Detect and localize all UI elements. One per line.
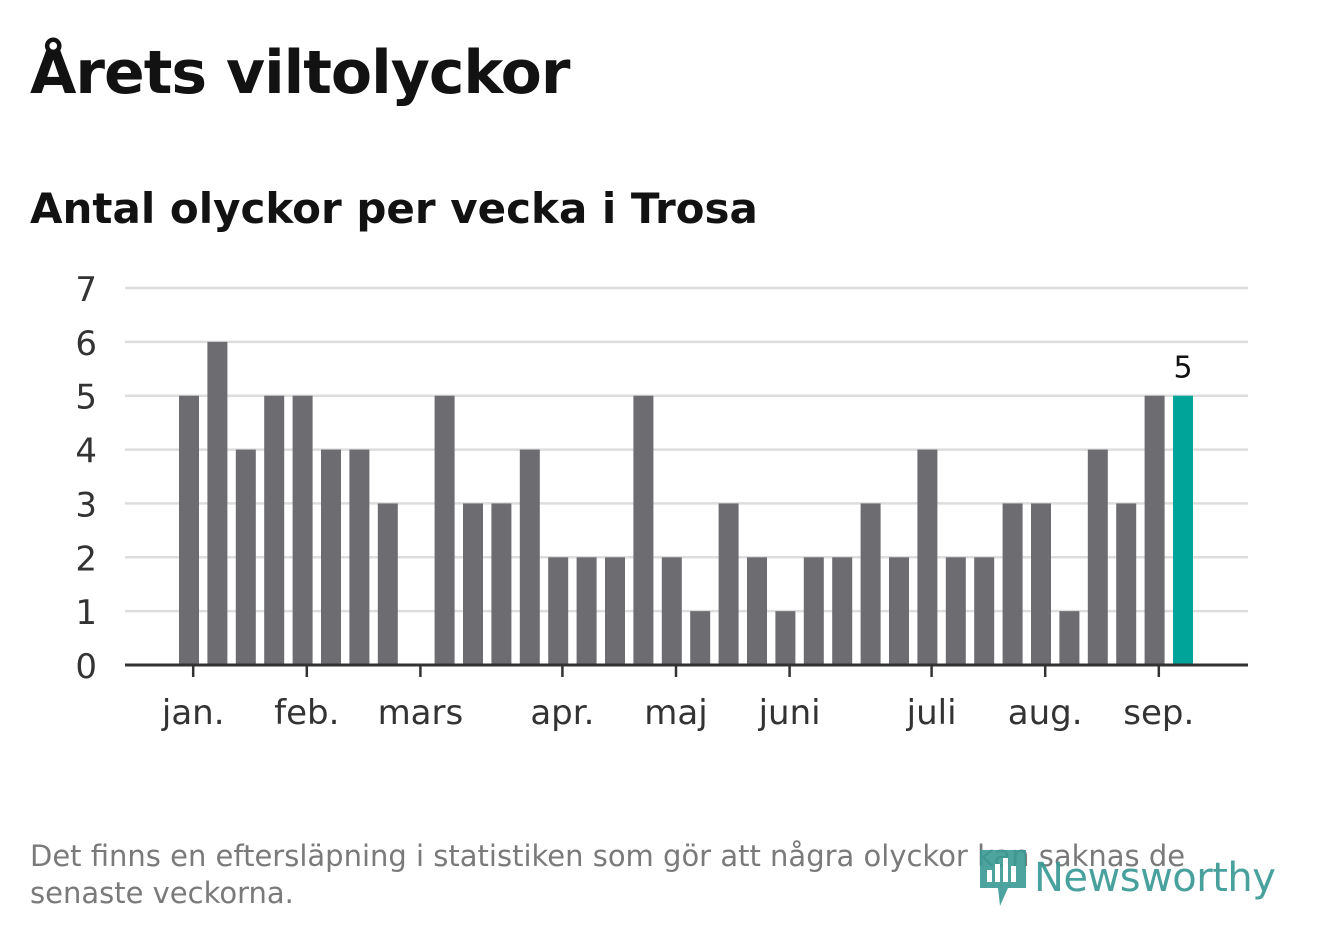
bar [463, 503, 483, 665]
data-label: 5 [1173, 351, 1192, 386]
y-tick-label: 1 [75, 593, 97, 633]
bar [1144, 395, 1165, 665]
x-tick-label: maj [644, 693, 707, 733]
y-tick-label: 4 [75, 432, 97, 472]
bar [1031, 503, 1051, 665]
bar [1116, 503, 1137, 665]
bar [292, 395, 313, 665]
bar [1002, 503, 1023, 665]
bar [747, 557, 767, 665]
bar [207, 341, 228, 665]
bar [889, 557, 909, 665]
bar [633, 395, 654, 665]
x-tick-label: sep. [1123, 693, 1194, 733]
bar [349, 449, 370, 665]
bar-highlight [1173, 395, 1193, 665]
bar-chart-icon [980, 850, 1026, 906]
x-axis [125, 663, 1248, 677]
chart-subtitle: Antal olyckor per vecka i Trosa [30, 184, 758, 233]
y-tick-label: 3 [75, 485, 97, 525]
x-tick-label: aug. [1008, 693, 1083, 733]
y-axis-labels: 0 1 2 3 4 5 6 7 [75, 270, 97, 687]
x-tick-label: jan. [161, 693, 225, 733]
bar [576, 557, 597, 665]
bar [1059, 611, 1080, 665]
bar [718, 503, 739, 665]
bar [803, 557, 824, 665]
bar-chart: 0 1 2 3 4 5 6 7 5 jan. feb. mars apr. maj juni juli au… [75, 270, 1248, 733]
bar [775, 611, 796, 665]
bar [434, 395, 455, 665]
bar [264, 395, 285, 665]
x-tick-label: apr. [530, 693, 594, 733]
bar [945, 557, 966, 665]
bar [661, 557, 682, 665]
x-tick-label: juni [758, 693, 821, 733]
bar [377, 503, 398, 665]
bar [860, 503, 881, 665]
bar [519, 449, 540, 665]
bar [491, 503, 512, 665]
bar [917, 449, 938, 665]
bar [548, 557, 569, 665]
brand-name: Newsworthy [1034, 855, 1276, 901]
x-axis-labels: jan. feb. mars apr. maj juni juli aug. sep. [161, 693, 1194, 733]
y-tick-label: 5 [75, 378, 97, 418]
x-tick-label: mars [378, 693, 464, 733]
y-tick-label: 7 [75, 270, 97, 310]
bars: 5 [179, 341, 1193, 665]
y-tick-label: 6 [75, 324, 97, 364]
bar [1087, 449, 1108, 665]
newsworthy-logo: Newsworthy [978, 846, 1276, 910]
bar [974, 557, 995, 665]
bar [832, 557, 853, 665]
x-tick-label: feb. [274, 693, 339, 733]
bar [605, 557, 625, 665]
chart-title: Årets viltolyckor [30, 38, 570, 108]
x-tick-label: juli [906, 693, 957, 733]
bar [235, 449, 256, 665]
bar [321, 449, 341, 665]
y-tick-label: 2 [75, 539, 97, 579]
bar [179, 395, 199, 665]
y-tick-label: 0 [75, 647, 97, 687]
bar [690, 611, 711, 665]
